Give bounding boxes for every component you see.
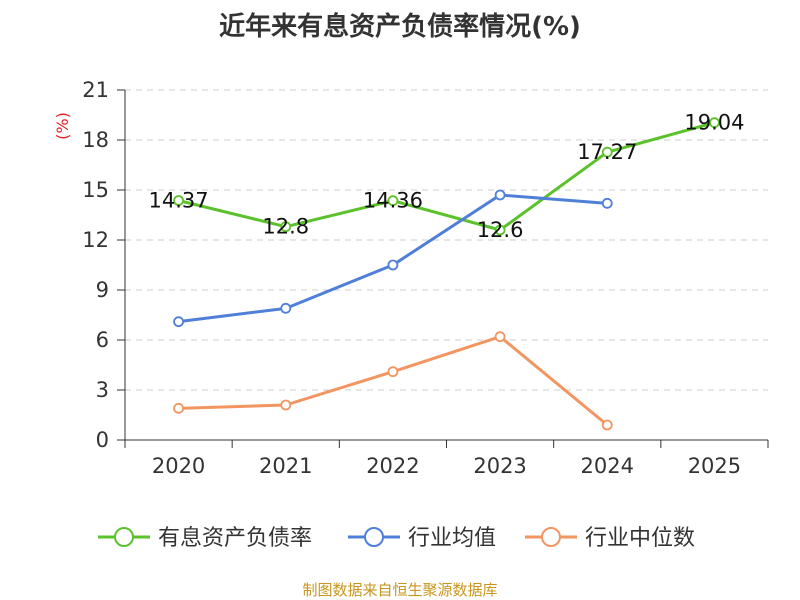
data-labels: 14.37 12.8 14.36 12.6 17.27 19.04 [149, 111, 745, 242]
data-label: 12.6 [477, 218, 524, 242]
data-point[interactable] [280, 399, 292, 411]
x-tick-label: 2021 [259, 454, 312, 478]
series-1 [173, 117, 720, 236]
data-point[interactable] [280, 221, 292, 233]
data-point[interactable] [173, 402, 184, 414]
x-tick-label: 2024 [581, 454, 634, 478]
legend-item-1[interactable]: 有息资产负债率 [98, 526, 312, 551]
x-tick-label: 2025 [688, 454, 741, 478]
legend-marker [541, 527, 561, 547]
y-tick-label: 12 [82, 228, 109, 252]
y-axis-unit-label: (%) [53, 112, 72, 140]
series-line [178, 121, 715, 232]
data-point[interactable] [387, 195, 399, 207]
data-label: 19.04 [684, 111, 744, 135]
data-point[interactable] [709, 117, 720, 129]
y-tick-label: 3 [96, 378, 109, 402]
x-tick-label: 2023 [473, 454, 526, 478]
data-point[interactable] [494, 224, 506, 236]
data-point[interactable] [494, 189, 506, 201]
legend-item-2[interactable]: 行业均值 [348, 526, 496, 551]
series-2 [173, 189, 613, 328]
legend-item-3[interactable]: 行业中位数 [525, 526, 695, 551]
data-point[interactable] [387, 366, 399, 378]
data-point[interactable] [494, 331, 506, 343]
legend-label: 有息资产负债率 [158, 526, 312, 551]
axes: 0 3 6 9 12 15 18 21 2020 2021 2022 2023 2024 2025 [82, 78, 769, 478]
data-point[interactable] [601, 146, 613, 158]
source-note: 制图数据来自恒生聚源数据库 [302, 581, 497, 599]
x-tick-label: 2022 [366, 454, 419, 478]
data-point[interactable] [173, 195, 184, 206]
data-point[interactable] [280, 302, 292, 314]
series-group [173, 117, 720, 431]
x-tick-label: 2020 [152, 454, 205, 478]
data-point[interactable] [601, 197, 613, 209]
data-point[interactable] [601, 419, 613, 431]
legend-label: 行业中位数 [585, 526, 695, 551]
y-tick-label: 0 [96, 428, 109, 452]
data-label: 12.8 [262, 215, 309, 239]
y-tick-label: 15 [82, 178, 109, 202]
y-tick-label: 6 [96, 328, 109, 352]
series-3 [173, 331, 613, 431]
data-point[interactable] [173, 316, 184, 328]
legend-label: 行业均值 [408, 526, 496, 551]
data-point[interactable] [387, 259, 399, 271]
legend: 有息资产负债率 行业均值 行业中位数 [98, 526, 695, 551]
series-line [178, 335, 609, 427]
data-label: 14.36 [363, 189, 423, 213]
legend-marker [364, 527, 384, 547]
legend-marker [114, 527, 134, 547]
y-tick-label: 18 [82, 128, 109, 152]
y-tick-label: 21 [82, 78, 109, 102]
chart-title: 近年来有息资产负债率情况(%) [219, 11, 581, 42]
data-label: 14.37 [149, 189, 209, 213]
y-tick-label: 9 [96, 278, 109, 302]
data-label: 17.27 [577, 140, 637, 164]
series-line [178, 193, 608, 324]
gridlines [125, 89, 768, 391]
